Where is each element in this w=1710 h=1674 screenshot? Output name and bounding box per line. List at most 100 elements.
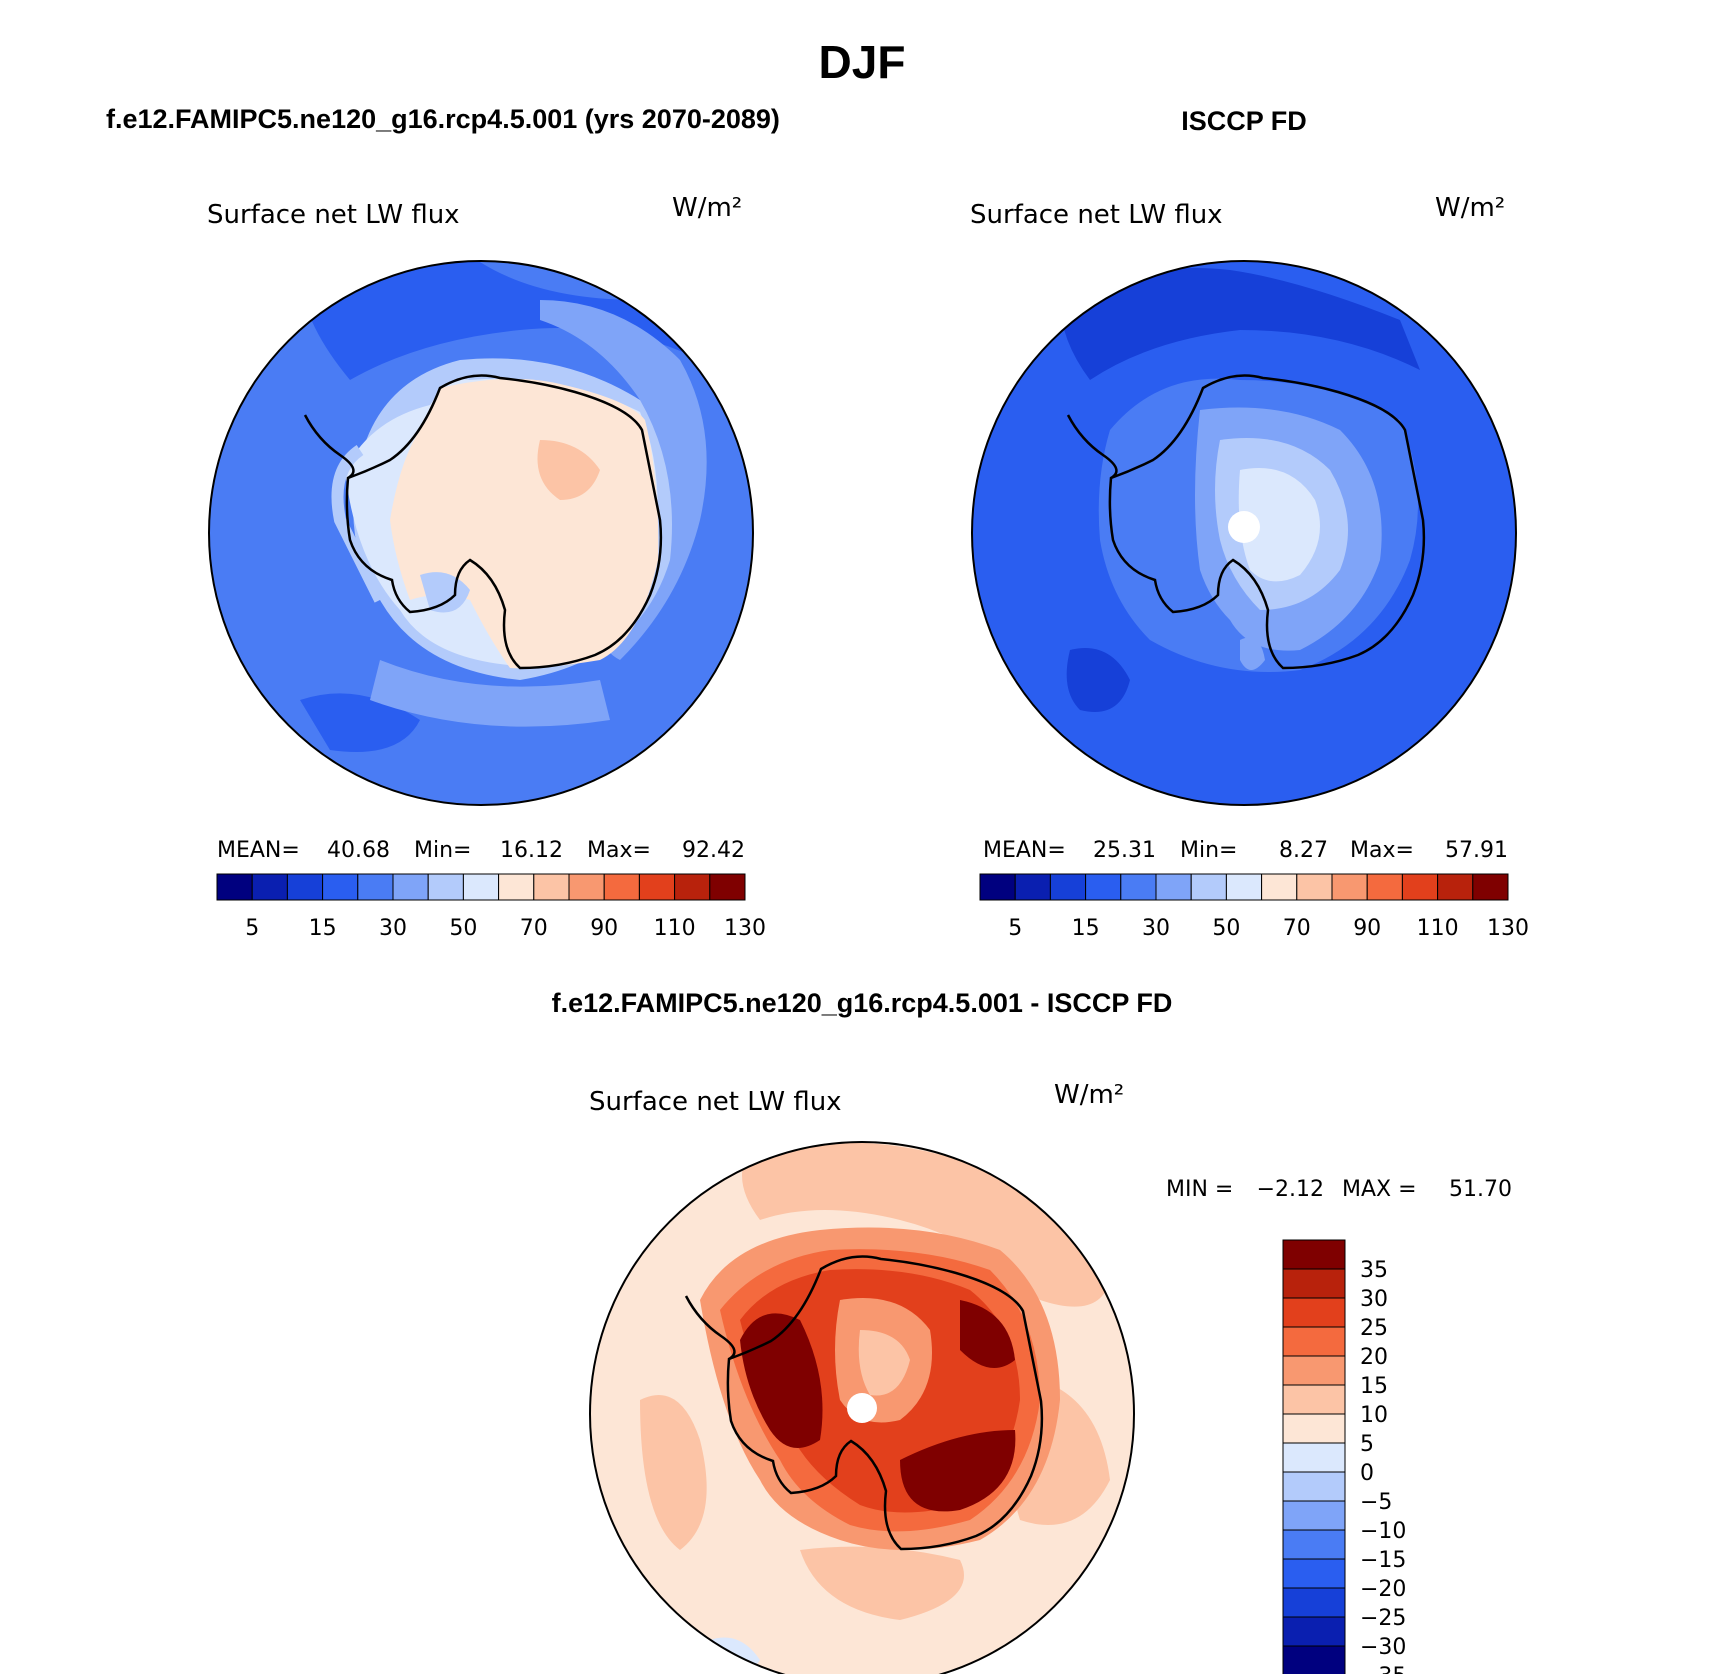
colorbar-tick-label: 15 [1360,1374,1388,1399]
colorbar-swatch [1437,873,1474,901]
variable-label: Surface net LW flux [589,1087,842,1117]
colorbar-tick-label: 30 [1360,1287,1388,1312]
colorbar-swatch [1282,1645,1346,1674]
colorbar-tick-label: 110 [1417,916,1459,941]
colorbar-swatch [1282,1268,1346,1299]
colorbar-swatch [1331,873,1368,901]
panel-observation: ISCCP FD Surface net LW flux W/m² MEAN= … [970,106,1529,941]
stat-max-label: Max= [587,838,651,863]
colorbar-swatch [462,873,500,901]
stat-max-value: 92.42 [682,838,745,863]
colorbar-swatch [638,873,676,901]
figure-title: DJF [819,36,906,88]
coastline [345,374,663,670]
colorbar-swatch [568,873,605,901]
variable-label: Surface net LW flux [970,200,1223,230]
colorbar-swatch [1085,873,1122,901]
colorbar-swatch [1190,873,1227,901]
peninsula-coastline [303,414,355,480]
colorbar-swatch [533,873,570,901]
colorbar-tick-label: 130 [724,916,766,941]
colorbar-tick-label: 5 [1360,1432,1374,1457]
stat-max-value: 51.70 [1449,1177,1512,1202]
colorbar-swatch [1282,1616,1346,1647]
stat-min-label: MIN = [1166,1177,1233,1202]
colorbar-ticks: 35 30 25 20 15 10 5 0 −5 −10 −15 −20 −25 −30 −35 [1360,1258,1406,1674]
units-label: W/m² [1435,193,1505,223]
colorbar-swatch [1282,1384,1346,1415]
peninsula-coastline [1066,414,1118,480]
colorbar-swatch [1366,873,1403,901]
colorbar-ticks: 5 15 30 50 70 90 110 130 [1008,916,1529,941]
colorbar-tick-label: 90 [1353,916,1381,941]
colorbar-swatch [1155,873,1192,901]
panel-header: f.e12.FAMIPC5.ne120_g16.rcp4.5.001 (yrs … [106,104,780,134]
colorbar [216,873,746,901]
colorbar-swatch [322,873,359,901]
colorbar-tick-label: 10 [1360,1403,1388,1428]
panel-header: f.e12.FAMIPC5.ne120_g16.rcp4.5.001 - ISC… [552,988,1173,1018]
polar-map [590,1142,1134,1674]
colorbar-swatch [1282,1500,1346,1531]
colorbar-tick-label: 30 [1142,916,1170,941]
colorbar-swatch [979,873,1016,901]
colorbar-swatch [216,873,253,901]
polar-map [209,261,753,805]
colorbar [1282,1239,1346,1674]
colorbar-tick-label: −35 [1360,1664,1406,1674]
colorbar-tick-label: 110 [654,916,696,941]
colorbar-tick-label: 5 [1008,916,1022,941]
colorbar-swatch [1049,873,1087,901]
colorbar-tick-label: 20 [1360,1345,1388,1370]
colorbar-swatch [1282,1471,1346,1502]
colorbar-tick-label: −10 [1360,1519,1406,1544]
variable-label: Surface net LW flux [207,200,460,230]
colorbar-swatch [357,873,394,901]
colorbar [979,873,1509,901]
stat-mean-label: MEAN= [217,838,300,863]
colorbar-tick-label: 70 [520,916,548,941]
colorbar-tick-label: −25 [1360,1606,1406,1631]
stat-max-label: MAX = [1342,1177,1417,1202]
colorbar-ticks: 5 15 30 50 70 90 110 130 [245,916,766,941]
colorbar-tick-label: −15 [1360,1548,1406,1573]
map-boundary [208,260,754,806]
coastline [726,1255,1044,1551]
colorbar-swatch [1282,1326,1346,1357]
colorbar-tick-label: 5 [245,916,259,941]
colorbar-swatch [427,873,464,901]
colorbar-tick-label: 35 [1360,1258,1388,1283]
polar-map [972,261,1516,805]
colorbar-tick-label: 70 [1283,916,1311,941]
colorbar-swatch [1282,1413,1346,1444]
colorbar-tick-label: 130 [1487,916,1529,941]
colorbar-swatch [1282,1297,1346,1328]
units-label: W/m² [672,193,742,223]
colorbar-swatch [1401,873,1439,901]
panel-difference: f.e12.FAMIPC5.ne120_g16.rcp4.5.001 - ISC… [552,988,1512,1674]
stat-min-label: Min= [1180,838,1237,863]
colorbar-swatch [1472,873,1509,901]
colorbar-tick-label: −30 [1360,1635,1406,1660]
colorbar-swatch [251,873,288,901]
stat-max-label: Max= [1350,838,1414,863]
colorbar-tick-label: 15 [309,916,337,941]
peninsula-coastline [684,1295,736,1361]
colorbar-swatch [392,873,429,901]
colorbar-swatch [498,873,535,901]
colorbar-swatch [1261,873,1298,901]
colorbar-tick-label: 30 [379,916,407,941]
map-boundary [589,1141,1135,1674]
panel-header: ISCCP FD [1181,106,1307,136]
stat-mean-label: MEAN= [983,838,1066,863]
colorbar-swatch [1282,1442,1346,1473]
stat-min-value: 8.27 [1279,838,1328,863]
stat-max-value: 57.91 [1445,838,1508,863]
panel-model: f.e12.FAMIPC5.ne120_g16.rcp4.5.001 (yrs … [106,104,780,941]
colorbar-swatch [286,873,324,901]
stat-mean-value: 25.31 [1093,838,1156,863]
colorbar-tick-label: 50 [449,916,477,941]
colorbar-swatch [674,873,711,901]
colorbar-tick-label: 0 [1360,1461,1374,1486]
